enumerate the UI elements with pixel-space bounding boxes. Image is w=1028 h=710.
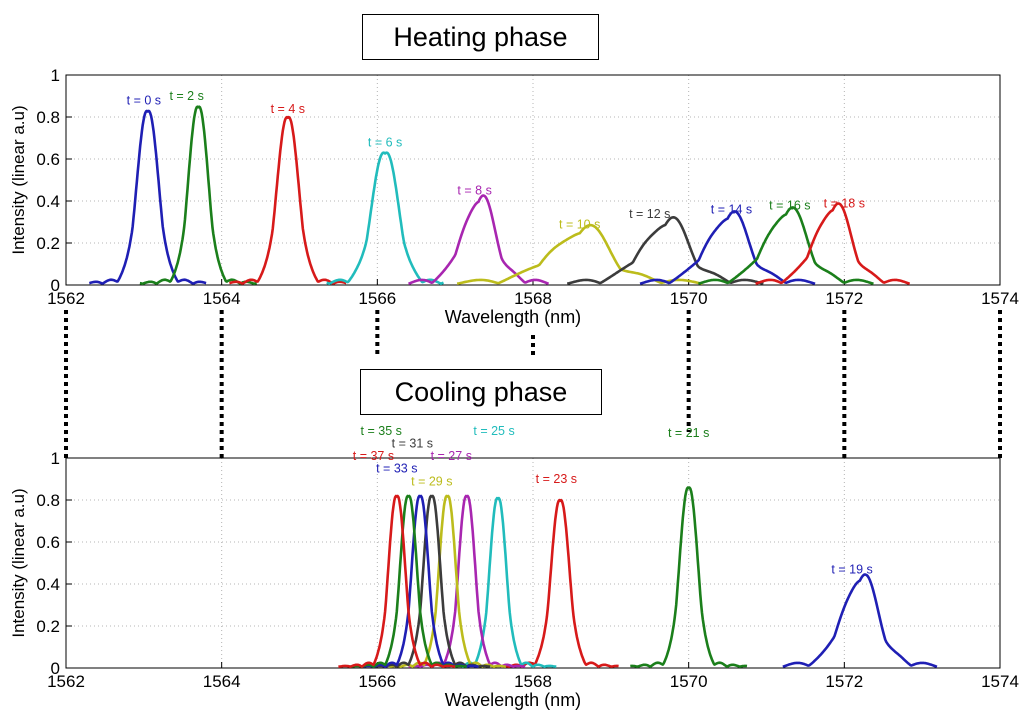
panel2-y-tick-label: 0 <box>51 659 60 678</box>
panel2-series-label: t = 29 s <box>411 474 452 488</box>
panel1-x-axis-label: Wavelength (nm) <box>445 307 581 327</box>
panel1-series-label: t = 16 s <box>769 198 810 212</box>
panel1-y-tick-label: 0.4 <box>36 192 60 211</box>
panel2-x-tick-label: 1564 <box>203 672 241 691</box>
panel1-series-label: t = 4 s <box>271 102 305 116</box>
panel2-series-line <box>629 486 748 669</box>
panel2-y-tick-label: 0.6 <box>36 533 60 552</box>
panel1-x-tick-label: 1564 <box>203 289 241 308</box>
panel1-series-label: t = 12 s <box>629 207 670 221</box>
panel2-series-line <box>349 494 468 669</box>
panel2-y-tick-label: 0.2 <box>36 617 60 636</box>
panel1-series-label: t = 0 s <box>127 93 161 107</box>
panel2-series-label: t = 25 s <box>473 424 514 438</box>
panel1-series-label: t = 14 s <box>711 203 752 217</box>
panel2-y-axis-label: Intensity (linear a.u) <box>9 488 28 637</box>
panel2-series-line <box>501 498 620 669</box>
panel2-series-label: t = 35 s <box>361 424 402 438</box>
panel2-y-tick-label: 0.4 <box>36 575 60 594</box>
panel2-x-tick-label: 1570 <box>670 672 708 691</box>
panel2-x-tick-label: 1568 <box>514 672 552 691</box>
panel1-series-line <box>639 210 816 285</box>
panel1-series-line <box>139 105 258 286</box>
panel2-x-tick-label: 1562 <box>47 672 85 691</box>
panel2-series-label: t = 21 s <box>668 426 709 440</box>
panel1-y-tick-label: 0.6 <box>36 150 60 169</box>
panel2-x-tick-label: 1572 <box>825 672 863 691</box>
panel1-y-axis-label: Intensity (linear a.u) <box>9 105 28 254</box>
panel2-series-label: t = 19 s <box>831 563 872 577</box>
panel1-x-tick-label: 1572 <box>825 289 863 308</box>
panel1-series-line <box>408 194 549 285</box>
cooling-phase-title: Cooling phase <box>360 369 602 415</box>
panel1-x-tick-label: 1568 <box>514 289 552 308</box>
panel1-series-label: t = 8 s <box>457 184 491 198</box>
panel1-series-line <box>88 109 207 285</box>
panel1-series-label: t = 18 s <box>824 196 865 210</box>
panel1-y-tick-label: 0.2 <box>36 234 60 253</box>
panel2-series-label: t = 31 s <box>392 437 433 451</box>
panel2-x-tick-label: 1574 <box>981 672 1019 691</box>
panel2-y-tick-label: 1 <box>51 449 60 468</box>
panel1-series-label: t = 10 s <box>559 217 600 231</box>
panel2-series-line <box>337 494 456 669</box>
panel1-x-tick-label: 1566 <box>358 289 396 308</box>
panel1-series-line <box>229 115 347 285</box>
panel1-x-tick-label: 1570 <box>670 289 708 308</box>
panel1-y-tick-label: 0 <box>51 276 60 295</box>
panel1-x-tick-label: 1562 <box>47 289 85 308</box>
panel1-series-label: t = 2 s <box>169 89 203 103</box>
panel1-x-tick-label: 1574 <box>981 289 1019 308</box>
panel1-series-line <box>698 206 874 285</box>
panel2-y-tick-label: 0.8 <box>36 491 60 510</box>
panel2-series-label: t = 37 s <box>353 449 394 463</box>
panel2-series-label: t = 23 s <box>536 472 577 486</box>
panel2-x-tick-label: 1566 <box>358 672 396 691</box>
panel1-series-label: t = 6 s <box>368 135 402 149</box>
panel2-series-label: t = 33 s <box>376 462 417 476</box>
panel1-series-line <box>755 202 911 285</box>
panel1-y-tick-label: 0.8 <box>36 108 60 127</box>
heating-phase-title: Heating phase <box>362 14 599 60</box>
panel2-x-axis-label: Wavelength (nm) <box>445 690 581 710</box>
panel1-series-line <box>326 151 445 286</box>
panel2-series-label: t = 27 s <box>431 449 472 463</box>
panel1-series-line <box>456 223 703 285</box>
panel2-series-line <box>782 573 938 668</box>
panel1-y-tick-label: 1 <box>51 66 60 85</box>
